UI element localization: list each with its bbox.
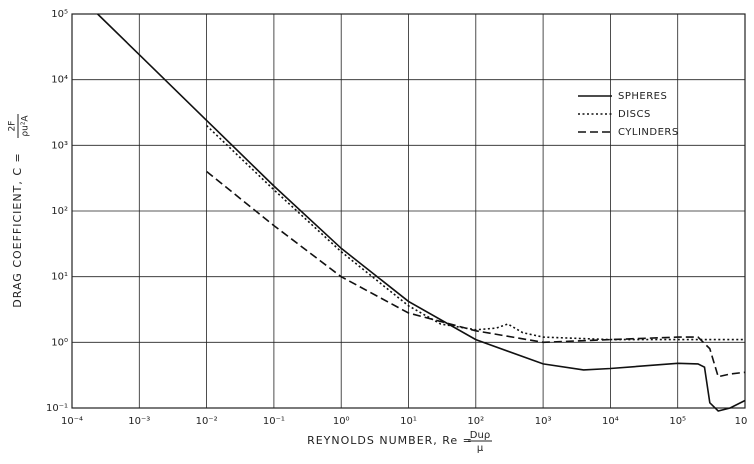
y-tick-label: 10³	[51, 140, 68, 151]
legend-label: DISCS	[618, 109, 651, 120]
x-fraction-numerator: Duρ	[470, 430, 490, 441]
x-tick-label: 10⁻¹	[263, 416, 285, 427]
series-line	[206, 170, 746, 378]
y-tick-label: 10⁰	[51, 337, 68, 348]
x-tick-label: 10¹	[400, 416, 417, 427]
x-tick-label: 10²	[467, 416, 484, 427]
x-tick-label: 10³	[535, 416, 552, 427]
y-tick-label: 10²	[51, 206, 68, 217]
y-tick-label: 10⁴	[51, 75, 68, 86]
x-tick-label: 10⁴	[602, 416, 619, 427]
series-line	[206, 125, 745, 341]
x-tick-label: 10⁻³	[128, 416, 150, 427]
x-tick-label: 10⁵	[669, 416, 686, 427]
legend-label: CYLINDERS	[618, 127, 679, 138]
legend-label: SPHERES	[618, 91, 667, 102]
x-tick-label: 10⁰	[333, 416, 350, 427]
y-axis-label: DRAG COEFFICIENT, C =	[11, 152, 24, 307]
y-tick-label: 10⁵	[51, 9, 68, 20]
x-fraction-denominator: μ	[477, 443, 484, 454]
x-tick-label: 10⁻²	[196, 416, 218, 427]
x-axis-label: REYNOLDS NUMBER, Re =	[307, 434, 473, 447]
y-fraction-numerator: 2F	[8, 121, 18, 132]
series-line	[97, 13, 746, 412]
x-tick-label: 10	[735, 416, 748, 427]
plot-frame	[71, 13, 746, 409]
y-tick-label: 10¹	[51, 272, 68, 283]
x-tick-label: 10⁻⁴	[61, 416, 83, 427]
y-axis-label-group: DRAG COEFFICIENT, C = 2F ρu²A	[8, 114, 31, 308]
y-fraction-denominator: ρu²A	[21, 115, 31, 137]
y-tick-label: 10⁻¹	[46, 403, 68, 414]
